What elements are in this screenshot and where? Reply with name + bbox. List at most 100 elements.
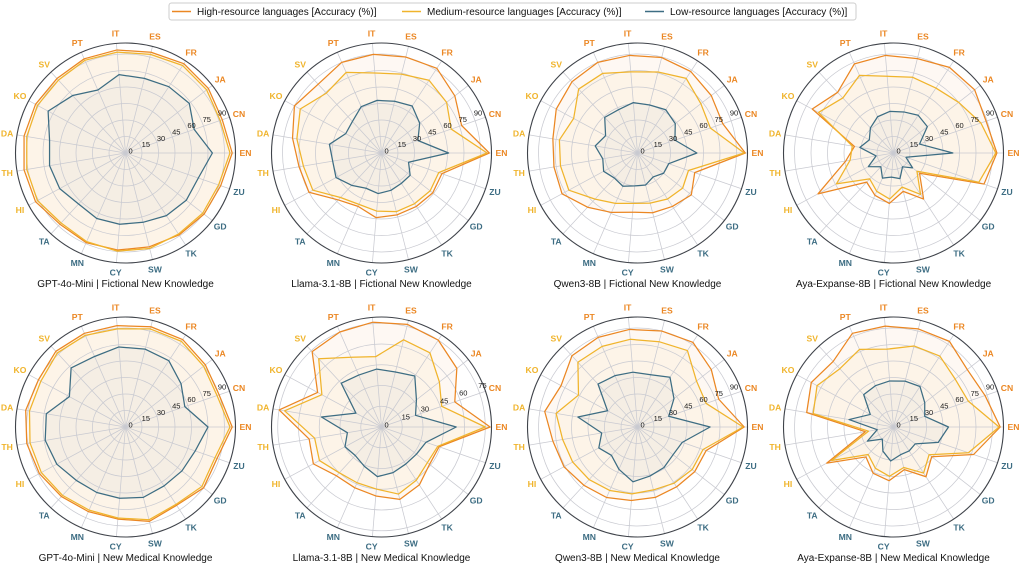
svg-text:CN: CN: [489, 383, 501, 393]
svg-text:45: 45: [940, 402, 948, 411]
svg-text:JA: JA: [727, 74, 738, 84]
svg-text:GD: GD: [982, 496, 995, 506]
svg-text:CY: CY: [878, 542, 890, 552]
svg-text:Aya-Expanse-8B | Fictional New: Aya-Expanse-8B | Fictional New Knowledge: [796, 279, 992, 290]
svg-text:TA: TA: [807, 236, 818, 246]
svg-text:ES: ES: [405, 306, 417, 316]
svg-text:CN: CN: [1001, 109, 1013, 119]
svg-text:90: 90: [218, 109, 226, 118]
svg-text:30: 30: [157, 408, 165, 417]
svg-text:CY: CY: [878, 268, 890, 278]
svg-text:60: 60: [187, 121, 195, 130]
svg-text:30: 30: [421, 405, 429, 414]
svg-text:IT: IT: [880, 28, 888, 38]
svg-text:Qwen3-8B | New Medical Knowled: Qwen3-8B | New Medical Knowledge: [555, 553, 720, 564]
svg-text:45: 45: [684, 128, 692, 137]
svg-text:FR: FR: [953, 48, 965, 58]
svg-text:PT: PT: [584, 312, 596, 322]
svg-text:IT: IT: [624, 302, 632, 312]
svg-text:GD: GD: [470, 222, 483, 232]
svg-text:ZU: ZU: [489, 461, 500, 471]
svg-text:60: 60: [699, 395, 707, 404]
svg-text:HI: HI: [272, 479, 281, 489]
svg-text:ZU: ZU: [233, 461, 244, 471]
svg-text:0: 0: [384, 421, 388, 430]
svg-text:90: 90: [218, 383, 226, 392]
svg-text:TK: TK: [953, 248, 965, 258]
svg-text:DA: DA: [513, 128, 525, 138]
svg-text:45: 45: [940, 128, 948, 137]
svg-text:75: 75: [203, 115, 211, 124]
svg-text:PT: PT: [840, 312, 852, 322]
svg-text:KO: KO: [270, 365, 283, 375]
svg-text:TK: TK: [697, 248, 709, 258]
svg-text:TH: TH: [1, 442, 12, 452]
svg-text:EN: EN: [1008, 422, 1020, 432]
svg-text:DA: DA: [257, 128, 269, 138]
svg-text:45: 45: [428, 128, 436, 137]
svg-text:IT: IT: [112, 28, 120, 38]
svg-text:HI: HI: [784, 479, 793, 489]
svg-text:FR: FR: [697, 322, 709, 332]
svg-text:GPT-4o-Mini | Fictional New Kn: GPT-4o-Mini | Fictional New Knowledge: [37, 279, 214, 290]
svg-text:TH: TH: [257, 442, 268, 452]
svg-text:HI: HI: [16, 205, 25, 215]
svg-text:IT: IT: [112, 302, 120, 312]
svg-text:SV: SV: [806, 60, 818, 70]
svg-text:30: 30: [925, 408, 933, 417]
svg-text:ZU: ZU: [1001, 187, 1012, 197]
svg-text:CN: CN: [489, 109, 501, 119]
svg-text:TK: TK: [697, 522, 709, 532]
svg-text:15: 15: [142, 414, 150, 423]
svg-text:GD: GD: [214, 222, 227, 232]
svg-text:DA: DA: [1, 402, 13, 412]
svg-text:ES: ES: [917, 32, 929, 42]
svg-text:TH: TH: [513, 168, 524, 178]
svg-text:30: 30: [669, 408, 677, 417]
svg-text:TH: TH: [769, 442, 780, 452]
svg-text:MN: MN: [327, 258, 340, 268]
svg-text:JA: JA: [471, 74, 482, 84]
svg-text:MN: MN: [839, 532, 852, 542]
svg-text:TA: TA: [39, 510, 50, 520]
svg-text:DA: DA: [1, 128, 13, 138]
svg-text:TA: TA: [39, 236, 50, 246]
svg-text:ZU: ZU: [489, 187, 500, 197]
svg-text:CY: CY: [622, 268, 634, 278]
svg-text:ZU: ZU: [233, 187, 244, 197]
svg-text:GD: GD: [214, 496, 227, 506]
svg-text:EN: EN: [752, 148, 764, 158]
svg-text:Low-resource languages [Accura: Low-resource languages [Accuracy (%)]: [670, 7, 848, 18]
svg-text:TH: TH: [257, 168, 268, 178]
svg-text:SW: SW: [404, 538, 419, 548]
svg-text:DA: DA: [769, 402, 781, 412]
svg-text:SW: SW: [148, 538, 163, 548]
svg-text:45: 45: [440, 397, 448, 406]
svg-text:EN: EN: [752, 422, 764, 432]
svg-text:High-resource languages [Accur: High-resource languages [Accuracy (%)]: [197, 7, 377, 18]
svg-text:HI: HI: [528, 205, 537, 215]
svg-text:45: 45: [172, 128, 180, 137]
svg-text:JA: JA: [215, 348, 226, 358]
svg-text:15: 15: [654, 140, 662, 149]
svg-text:TH: TH: [769, 168, 780, 178]
svg-text:KO: KO: [782, 365, 795, 375]
svg-text:75: 75: [971, 115, 979, 124]
svg-text:JA: JA: [727, 348, 738, 358]
svg-text:CY: CY: [110, 268, 122, 278]
svg-text:FR: FR: [441, 48, 453, 58]
svg-text:IT: IT: [624, 28, 632, 38]
svg-text:15: 15: [402, 413, 410, 422]
svg-text:30: 30: [157, 134, 165, 143]
svg-text:IT: IT: [880, 302, 888, 312]
svg-text:DA: DA: [513, 402, 525, 412]
svg-text:HI: HI: [784, 205, 793, 215]
svg-text:75: 75: [459, 115, 467, 124]
svg-text:CY: CY: [366, 268, 378, 278]
svg-text:60: 60: [187, 395, 195, 404]
svg-text:HI: HI: [272, 205, 281, 215]
svg-text:SW: SW: [404, 264, 419, 274]
svg-text:GD: GD: [470, 496, 483, 506]
svg-text:EN: EN: [1008, 148, 1020, 158]
svg-text:75: 75: [715, 115, 723, 124]
